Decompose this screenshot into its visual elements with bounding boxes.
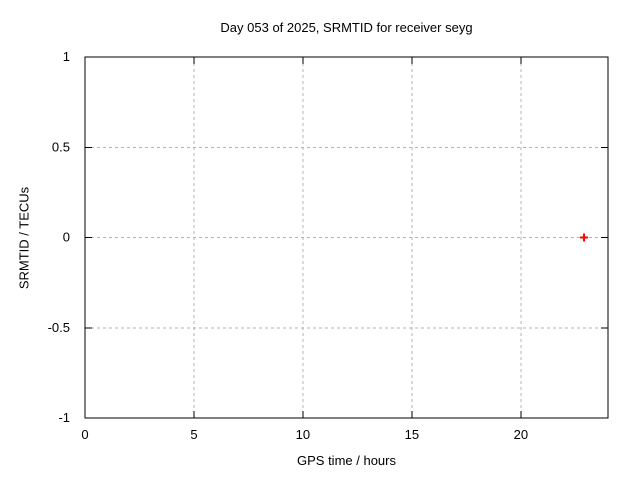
x-axis-label: GPS time / hours: [297, 453, 396, 468]
x-tick-label: 5: [190, 427, 197, 442]
x-tick-label: 15: [405, 427, 419, 442]
chart-title: Day 053 of 2025, SRMTID for receiver sey…: [220, 20, 473, 35]
plot-border: [84, 56, 609, 419]
x-tick-label: 20: [514, 427, 528, 442]
y-tick-label: 1: [63, 49, 70, 64]
x-tick-label: 0: [81, 427, 88, 442]
y-tick-label: -1: [58, 410, 70, 425]
y-tick-label: 0.5: [52, 139, 70, 154]
x-tick-label: 10: [296, 427, 310, 442]
y-tick-label: 0: [63, 230, 70, 245]
y-tick-label: -0.5: [48, 320, 70, 335]
